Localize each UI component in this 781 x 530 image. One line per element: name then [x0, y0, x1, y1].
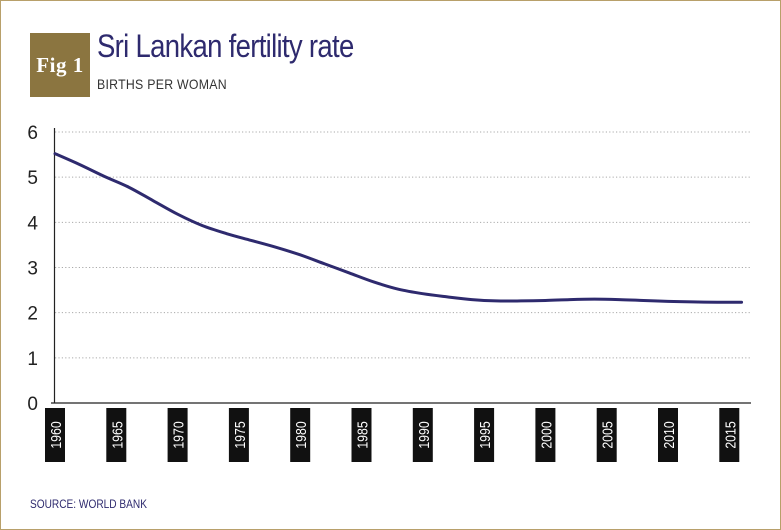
x-tick-label-box — [535, 408, 556, 462]
x-tick-label: 2000 — [535, 408, 556, 462]
y-tick-label: 0 — [27, 394, 38, 415]
x-tick-label-box — [228, 408, 249, 462]
x-tick-label: 1980 — [290, 408, 311, 462]
gridlines — [55, 131, 751, 359]
x-tick-label-box — [658, 408, 678, 462]
x-tick-label-box — [45, 408, 65, 462]
x-tick-text: 2015 — [722, 421, 738, 449]
x-tick-text: 1980 — [293, 421, 309, 449]
x-tick-label-box — [167, 408, 188, 462]
figure-number: Fig 1 — [36, 52, 84, 77]
x-tick-label-box — [106, 408, 127, 462]
x-tick-label-box — [351, 408, 372, 462]
x-tick-text: 2005 — [600, 421, 616, 449]
x-tick-label-box — [719, 408, 740, 462]
x-tick-text: 2000 — [538, 421, 554, 449]
chart-title: Sri Lankan fertility rate — [97, 28, 354, 64]
x-tick-text: 1995 — [477, 421, 493, 449]
x-tick-label-box — [412, 408, 433, 462]
x-tick-text: 1985 — [354, 421, 370, 449]
x-tick-label: 2015 — [719, 408, 740, 462]
x-tick-label-box — [474, 408, 495, 462]
source-note: SOURCE: WORLD BANK — [30, 499, 147, 511]
y-tick-label: 2 — [27, 304, 38, 325]
x-tick-label: 2010 — [658, 408, 678, 462]
chart-subtitle: BIRTHS PER WOMAN — [97, 76, 227, 92]
x-tick-label: 1975 — [228, 408, 249, 462]
y-tick-label: 3 — [27, 259, 38, 280]
x-tick-label: 1960 — [45, 408, 65, 462]
x-tick-label: 1995 — [474, 408, 495, 462]
series-line-fertility-rate — [53, 152, 744, 304]
x-tick-text: 1990 — [416, 421, 432, 449]
y-axis-tick-labels: 0 1 2 3 4 5 6 — [27, 123, 38, 415]
x-tick-text: 1965 — [109, 421, 125, 449]
x-axis-tick-labels: 1960 1965 1970 1975 1980 1985 1990 1995 2000 2005… — [45, 408, 740, 462]
x-tick-text: 1960 — [48, 421, 64, 449]
x-tick-text: 2010 — [661, 421, 677, 449]
y-tick-label: 1 — [27, 349, 38, 370]
x-tick-text: 1975 — [232, 421, 248, 449]
x-tick-label: 2005 — [596, 408, 617, 462]
y-tick-label: 5 — [27, 168, 38, 189]
x-tick-label: 1990 — [412, 408, 433, 462]
x-tick-label: 1965 — [106, 408, 127, 462]
series-lines — [53, 152, 744, 304]
axes — [51, 128, 751, 404]
x-tick-label-box — [290, 408, 311, 462]
figure-number-badge: Fig 1 — [30, 33, 90, 97]
x-tick-label-box — [596, 408, 617, 462]
x-tick-text: 1970 — [170, 421, 186, 449]
x-tick-label: 1970 — [167, 408, 188, 462]
y-tick-label: 6 — [27, 123, 38, 144]
y-tick-label: 4 — [27, 213, 38, 234]
x-tick-label: 1985 — [351, 408, 372, 462]
